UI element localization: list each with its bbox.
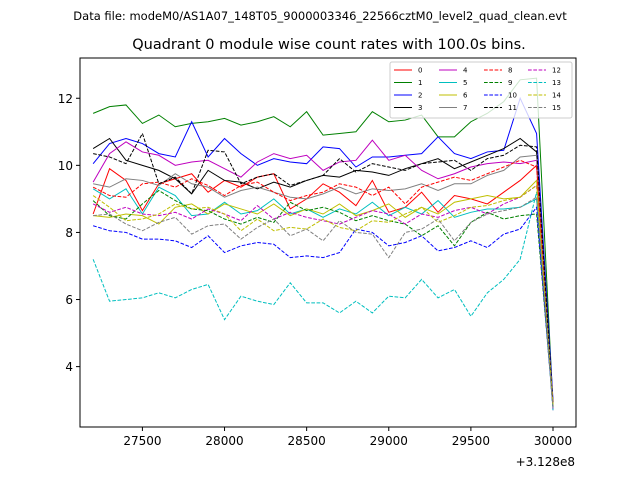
y-tick-label: 4 [65, 360, 73, 374]
series-line-2 [92, 96, 554, 401]
series-layer [92, 77, 554, 411]
x-offset-label: +3.128e8 [516, 455, 575, 469]
x-tick-label: 27500 [123, 434, 161, 448]
legend-label-6: 6 [463, 92, 468, 100]
x-tick-label: 28500 [288, 434, 326, 448]
series-line-10 [92, 205, 554, 409]
x-tick-label: 29500 [452, 434, 490, 448]
legend-label-10: 10 [508, 92, 517, 100]
series-line-6 [93, 179, 554, 404]
legend-label-3: 3 [418, 104, 422, 112]
legend-label-15: 15 [552, 104, 561, 112]
y-tick-label: 12 [58, 92, 73, 106]
series-line-1 [92, 77, 554, 406]
series-line-7 [93, 154, 554, 407]
plot-frame [79, 57, 577, 428]
series-line-5 [92, 186, 554, 406]
x-tick-label: 30000 [534, 434, 572, 448]
legend-label-14: 14 [552, 92, 561, 100]
legend-label-0: 0 [418, 67, 422, 75]
x-axis: 27500 28000 28500 29000 29500 30000 [123, 427, 572, 448]
series-line-14 [92, 184, 554, 406]
y-tick-label: 6 [65, 293, 73, 307]
series-line-12 [92, 184, 554, 411]
legend-label-7: 7 [463, 104, 467, 112]
x-tick-label: 28000 [205, 434, 243, 448]
legend-label-2: 2 [418, 92, 422, 100]
chart-title: Quadrant 0 module wise count rates with … [132, 37, 526, 53]
series-line-9 [92, 189, 554, 407]
y-tick-label: 10 [58, 159, 73, 173]
x-tick-label: 29000 [370, 434, 408, 448]
legend-label-12: 12 [552, 67, 561, 75]
legend-label-4: 4 [463, 67, 468, 75]
legend-box [389, 61, 573, 119]
legend-label-1: 1 [418, 79, 422, 87]
series-line-13 [92, 192, 554, 411]
figure-suptitle: Data file: modeM0/AS1A07_148T05_90000033… [73, 9, 567, 23]
legend-label-9: 9 [508, 79, 512, 87]
legend-label-5: 5 [463, 79, 467, 87]
series-line-0 [92, 164, 554, 404]
y-tick-label: 8 [65, 226, 73, 240]
series-line-11 [93, 132, 554, 407]
series-line-15 [93, 196, 554, 409]
legend-label-13: 13 [552, 79, 561, 87]
y-axis: 4 6 8 10 12 [58, 92, 80, 374]
legend-label-8: 8 [508, 67, 512, 75]
legend-label-11: 11 [508, 104, 517, 112]
